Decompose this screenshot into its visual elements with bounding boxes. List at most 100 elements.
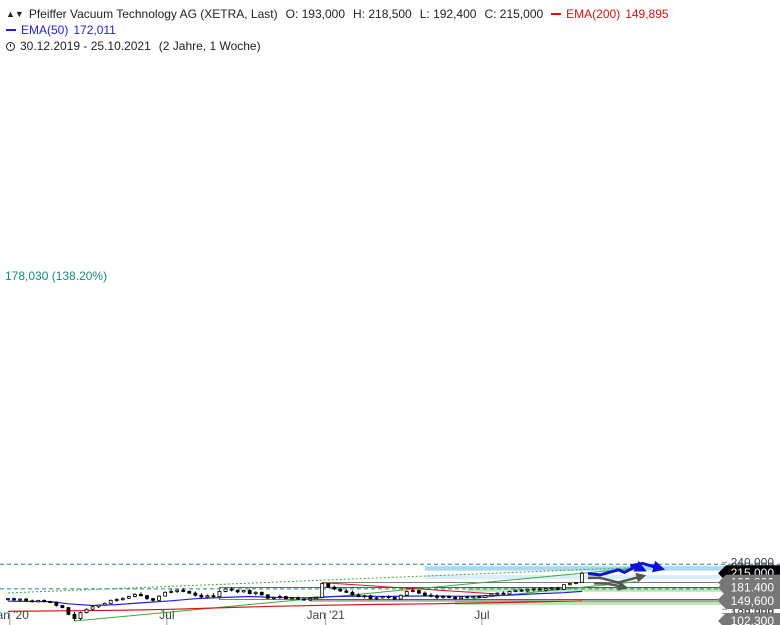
candle-body xyxy=(66,607,71,615)
candle xyxy=(223,588,228,593)
ohlc-close: C: 215,000 xyxy=(484,7,544,21)
legend-row-ema50: EMA(50) 172,011 xyxy=(6,22,669,38)
candle xyxy=(265,593,270,600)
period-range: 30.12.2019 - 25.10.2021 xyxy=(20,39,151,53)
candle-body xyxy=(447,596,451,598)
legend-row-instrument: ▲▼ Pfeiffer Vacuum Technology AG (XETRA,… xyxy=(6,6,669,22)
candle xyxy=(416,589,421,594)
instrument-title: Pfeiffer Vacuum Technology AG (XETRA, La… xyxy=(28,7,278,21)
candle-body xyxy=(320,582,325,598)
price-label-181400: 181,400 xyxy=(718,579,780,596)
candle-body xyxy=(326,582,331,588)
candle-body xyxy=(259,591,264,596)
clock-icon xyxy=(6,41,15,51)
candle xyxy=(102,602,107,606)
candle-body xyxy=(114,599,119,601)
candle xyxy=(175,589,180,594)
candle-body xyxy=(265,594,270,599)
candle-body xyxy=(314,596,319,600)
ema200-line xyxy=(7,600,583,612)
price-label-text: 181,400 xyxy=(731,580,775,594)
candle xyxy=(6,597,10,601)
candle xyxy=(36,599,41,603)
candle xyxy=(513,589,518,593)
candle-body xyxy=(471,596,476,599)
candle xyxy=(302,598,306,601)
support-trend-line xyxy=(74,567,637,622)
candle-body xyxy=(24,598,29,602)
level-box xyxy=(309,599,722,602)
candle xyxy=(561,584,566,590)
candle xyxy=(501,591,506,595)
candle-body xyxy=(90,606,95,610)
candle xyxy=(320,582,325,598)
ema50-line xyxy=(7,590,583,607)
candle-body xyxy=(483,595,488,598)
candle-body xyxy=(235,589,240,593)
candle-body xyxy=(181,589,186,592)
candle xyxy=(368,594,373,600)
candle-body xyxy=(398,594,403,600)
candle xyxy=(284,595,288,600)
candle xyxy=(132,593,137,598)
candle xyxy=(90,605,95,611)
candle-body xyxy=(374,597,379,600)
candle xyxy=(157,595,161,601)
candle-body xyxy=(302,598,306,601)
candle-body xyxy=(120,597,125,600)
candle-body xyxy=(60,605,65,608)
candle xyxy=(181,588,186,593)
candle-body xyxy=(223,588,228,592)
candle xyxy=(404,590,409,596)
candle-body xyxy=(163,591,167,597)
candle xyxy=(380,595,385,599)
candle xyxy=(229,587,234,592)
candle xyxy=(398,594,403,600)
x-tick-label: Jan '20 xyxy=(0,608,29,622)
candle-body xyxy=(169,591,174,593)
candle-body xyxy=(362,595,367,598)
candle-body xyxy=(199,594,204,598)
candle xyxy=(338,588,343,592)
candle-body xyxy=(392,596,397,600)
candle xyxy=(477,595,482,598)
ema50-label: EMA(50) xyxy=(21,23,69,37)
ema50-swatch xyxy=(6,29,16,31)
candle xyxy=(326,582,331,589)
candle xyxy=(568,582,572,586)
candle xyxy=(549,587,554,590)
candle-body xyxy=(72,613,77,620)
candle xyxy=(392,596,397,600)
candle xyxy=(435,594,439,600)
blue-forecast-arrow xyxy=(629,560,666,573)
candle xyxy=(344,589,349,594)
x-tick-label: Jan '21 xyxy=(306,608,345,622)
candle-body xyxy=(465,596,470,599)
candle xyxy=(296,596,300,600)
ohlc-open: O: 193,000 xyxy=(285,7,346,21)
candle xyxy=(30,599,35,603)
candle xyxy=(241,589,246,593)
candle xyxy=(507,590,512,595)
x-tick-label: Jul xyxy=(159,608,174,622)
candle-body xyxy=(435,595,439,598)
gray-forecast-arrow xyxy=(594,581,629,591)
candle-body xyxy=(126,596,131,599)
candle xyxy=(483,594,488,598)
candle-body xyxy=(513,589,518,592)
candle xyxy=(362,594,367,599)
candle xyxy=(145,594,149,600)
candle xyxy=(120,597,125,601)
candle-body xyxy=(12,598,16,601)
candle-body xyxy=(519,589,524,592)
candle xyxy=(247,588,252,595)
candle xyxy=(429,593,433,598)
candle xyxy=(253,591,258,596)
candle xyxy=(495,592,500,596)
candle xyxy=(114,598,119,602)
period-detail: (2 Jahre, 1 Woche) xyxy=(158,39,261,53)
candle xyxy=(211,593,216,598)
candle xyxy=(235,589,240,594)
candle xyxy=(72,611,77,622)
